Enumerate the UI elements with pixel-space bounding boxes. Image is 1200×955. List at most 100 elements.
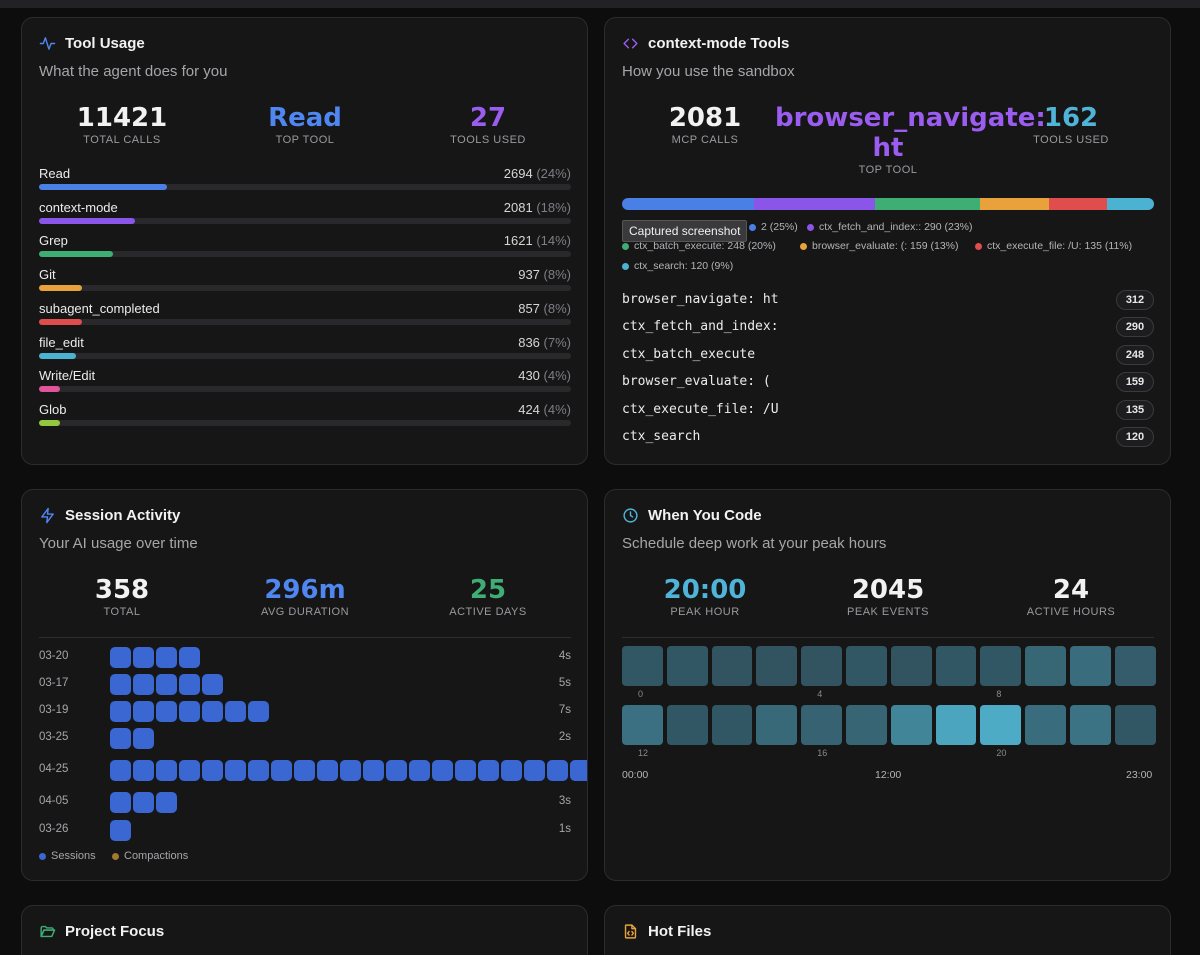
session-block[interactable]	[110, 674, 131, 695]
mcp-tool-name: browser_evaluate: (	[622, 374, 771, 390]
session-block[interactable]	[110, 701, 131, 722]
session-block[interactable]	[133, 701, 154, 722]
tool-row: file_edit 836 (7%)	[39, 335, 571, 365]
session-block[interactable]	[133, 674, 154, 695]
session-block[interactable]	[225, 701, 246, 722]
hour-cell[interactable]	[711, 705, 753, 745]
session-date: 03-25	[39, 731, 69, 743]
session-block[interactable]	[478, 760, 499, 781]
project-focus-title: Project Focus	[65, 923, 165, 940]
session-block[interactable]	[156, 674, 177, 695]
session-date: 03-17	[39, 677, 69, 689]
when-you-code-subtitle: Schedule deep work at your peak hours	[622, 535, 887, 552]
tool-count-percent: (8%)	[543, 300, 571, 316]
hour-cell[interactable]	[845, 705, 887, 745]
stat-label: ACTIVE HOURS	[1026, 606, 1116, 618]
hour-cell[interactable]	[935, 705, 977, 745]
stat-label: ACTIVE DAYS	[449, 606, 527, 618]
session-block[interactable]	[110, 647, 131, 668]
tool-usage-subtitle: What the agent does for you	[39, 63, 228, 80]
session-block[interactable]	[133, 792, 154, 813]
session-block[interactable]	[547, 760, 568, 781]
session-block[interactable]	[179, 701, 200, 722]
hour-cell[interactable]	[980, 646, 1022, 686]
stacked-bar-segment[interactable]	[874, 198, 981, 210]
session-block[interactable]	[225, 760, 246, 781]
hour-cell[interactable]	[980, 705, 1022, 745]
hour-cell[interactable]	[1025, 646, 1066, 686]
session-block[interactable]	[524, 760, 545, 781]
tool-count: 1621 (14%)	[504, 233, 571, 248]
legend-dot	[800, 242, 807, 250]
usage-stacked-bar[interactable]	[622, 198, 1154, 210]
hour-cell[interactable]	[801, 705, 842, 745]
tool-name: context-mode	[39, 199, 118, 215]
top-bar	[0, 0, 1200, 8]
session-block[interactable]	[156, 701, 177, 722]
session-block[interactable]	[133, 760, 154, 781]
hour-cell[interactable]	[935, 646, 977, 686]
legend-item: ctx_fetch_and_index:: 290 (23%)	[807, 221, 973, 233]
hour-cell[interactable]	[890, 705, 932, 745]
session-block[interactable]	[133, 728, 154, 749]
hour-cell[interactable]	[756, 646, 798, 686]
session-block[interactable]	[110, 760, 131, 781]
session-block[interactable]	[271, 760, 292, 781]
session-block[interactable]	[409, 760, 430, 781]
tool-bar-track	[39, 419, 571, 426]
session-block[interactable]	[455, 760, 476, 781]
session-block[interactable]	[179, 674, 200, 695]
stat-label: TOOLS USED	[1033, 134, 1109, 146]
hour-cell[interactable]	[801, 646, 842, 686]
hour-cell[interactable]	[1114, 646, 1156, 686]
session-block[interactable]	[501, 760, 522, 781]
hour-cell[interactable]	[756, 705, 798, 745]
session-block[interactable]	[202, 760, 223, 781]
hour-cell[interactable]	[622, 705, 663, 745]
session-block[interactable]	[110, 728, 131, 749]
hour-cell[interactable]	[1069, 705, 1111, 745]
tool-bar-fill	[39, 217, 135, 224]
hour-cell[interactable]	[890, 646, 932, 686]
session-block[interactable]	[340, 760, 361, 781]
hour-cell[interactable]	[1069, 646, 1111, 686]
stacked-bar-segment[interactable]	[980, 198, 1049, 210]
stat-mcp-calls: 2081 MCP CALLS	[605, 103, 805, 146]
session-block[interactable]	[202, 701, 223, 722]
session-block[interactable]	[432, 760, 453, 781]
session-block[interactable]	[110, 820, 131, 841]
stacked-bar-segment[interactable]	[1048, 198, 1107, 210]
session-block[interactable]	[156, 647, 177, 668]
mcp-tool-name: ctx_execute_file: /U	[622, 401, 779, 417]
hour-cell[interactable]	[711, 646, 753, 686]
session-block[interactable]	[179, 647, 200, 668]
hour-cell[interactable]	[622, 646, 663, 686]
tool-name: Grep	[39, 233, 68, 249]
stacked-bar-segment[interactable]	[622, 198, 754, 210]
stacked-bar-segment[interactable]	[753, 198, 875, 210]
session-block[interactable]	[317, 760, 338, 781]
hour-cell[interactable]	[666, 646, 708, 686]
legend-dot	[622, 262, 629, 270]
hour-cell[interactable]	[845, 646, 887, 686]
session-block[interactable]	[156, 792, 177, 813]
session-block[interactable]	[156, 760, 177, 781]
session-block[interactable]	[248, 701, 269, 722]
session-block[interactable]	[386, 760, 407, 781]
session-block[interactable]	[294, 760, 315, 781]
session-block[interactable]	[202, 674, 223, 695]
legend-label: Sessions	[51, 850, 96, 862]
session-block[interactable]	[133, 647, 154, 668]
session-block[interactable]	[179, 760, 200, 781]
session-block[interactable]	[248, 760, 269, 781]
stacked-bar-segment[interactable]	[1106, 198, 1154, 210]
session-block[interactable]	[110, 792, 131, 813]
session-activity-subtitle: Your AI usage over time	[39, 535, 198, 552]
hour-cell[interactable]	[1025, 705, 1066, 745]
hour-cell[interactable]	[1114, 705, 1156, 745]
session-block[interactable]	[570, 760, 587, 781]
mcp-tool-name: ctx_search	[622, 429, 701, 444]
session-blocks	[110, 792, 177, 813]
session-block[interactable]	[363, 760, 384, 781]
hour-cell[interactable]	[666, 705, 708, 745]
